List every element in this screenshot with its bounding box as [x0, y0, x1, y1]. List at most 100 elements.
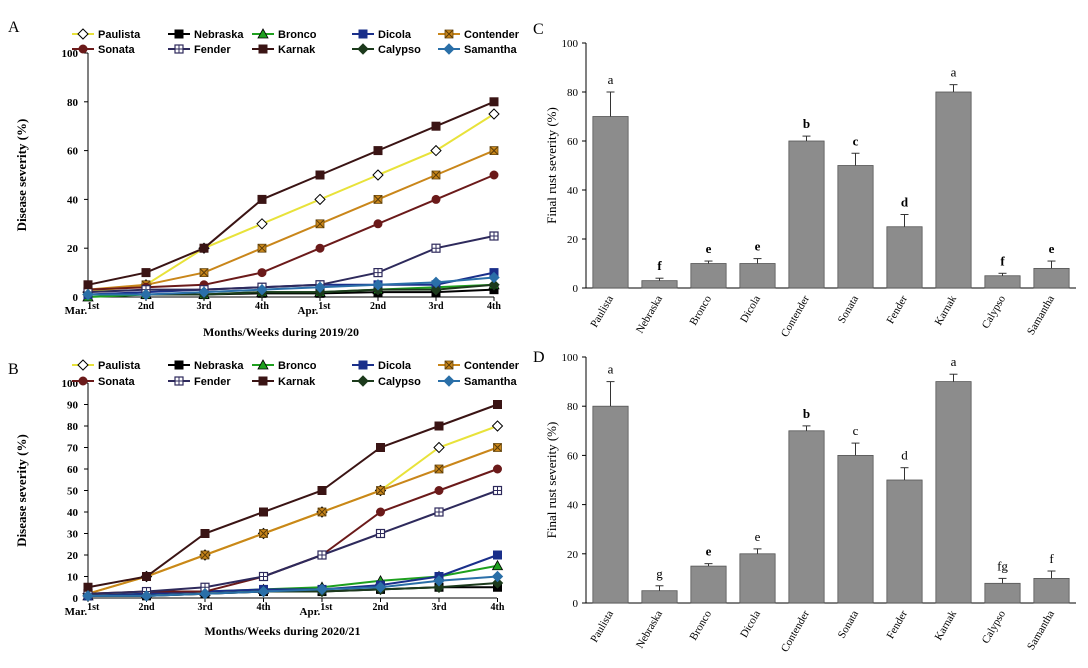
legend-item: Fender — [168, 44, 231, 56]
data-point — [491, 570, 504, 583]
y-axis-title: Final rust severity (%) — [544, 107, 559, 224]
category-label: Fender — [884, 293, 910, 326]
data-point-plus — [493, 486, 502, 495]
legend-marker-cross — [444, 360, 454, 370]
data-point-cross — [493, 443, 502, 452]
panel-letter: D — [533, 349, 545, 366]
x-tick-main: Apr. — [300, 606, 321, 618]
significance-letter: e — [1049, 241, 1055, 256]
bar — [886, 226, 923, 289]
data-point — [83, 582, 93, 592]
panel-C: C 0 20 40 60 80 100 Final rust severity (%) a Pau… — [533, 21, 1076, 339]
data-point — [259, 507, 268, 517]
significance-letter: a — [951, 65, 957, 80]
series-line — [87, 100, 495, 286]
bar — [935, 381, 972, 604]
bar — [984, 275, 1021, 289]
legend-label: Fender — [194, 44, 231, 56]
x-tick-label: Mar.1st — [65, 301, 100, 317]
category-label: Nebraska — [634, 608, 665, 650]
significance-letter: e — [706, 241, 712, 256]
data-point-plus — [432, 244, 440, 253]
legend: Paulista Nebraska Bronco Dicola Contender Son… — [72, 359, 520, 388]
legend-label: Contender — [464, 29, 520, 41]
legend-item: Nebraska — [168, 29, 244, 41]
x-tick-ordinal: 3rd — [432, 602, 447, 613]
data-point — [199, 587, 211, 600]
legend-label: Karnak — [278, 376, 316, 388]
panel-letter: C — [533, 21, 544, 38]
significance-letter: e — [755, 529, 761, 544]
category-label: Contender — [779, 293, 812, 339]
data-point — [373, 146, 383, 156]
data-point — [140, 590, 153, 602]
legend-marker — [174, 29, 184, 39]
category-label: Contender — [779, 608, 812, 654]
data-point — [140, 288, 152, 301]
x-tick-label: 3rd — [198, 602, 213, 613]
data-point — [434, 421, 444, 431]
x-tick-ordinal: 3rd — [429, 301, 444, 312]
x-tick-main: Mar. — [65, 305, 88, 317]
x-tick-label: 4th — [487, 301, 501, 312]
legend-marker — [357, 43, 369, 55]
legend-label: Paulista — [98, 29, 141, 41]
category-label: Sonata — [836, 608, 861, 640]
data-point-cross — [257, 243, 267, 253]
series-karnak — [83, 97, 499, 290]
significance-letter: f — [1000, 253, 1005, 268]
legend-marker — [443, 375, 455, 387]
data-point-cross — [376, 486, 385, 495]
significance-letter: a — [608, 362, 614, 377]
data-point-plus — [490, 232, 498, 240]
x-tick-label: Mar.1st — [65, 602, 100, 618]
data-point — [431, 194, 441, 204]
data-point — [200, 529, 210, 538]
bar-group: a Paulista — [588, 72, 629, 330]
data-point — [256, 218, 268, 230]
bar-group: e Bronco — [688, 241, 727, 328]
data-point-plus — [259, 572, 268, 581]
x-tick-ordinal: 1st — [87, 602, 100, 613]
series-samantha — [82, 570, 504, 602]
legend-item: Samantha — [438, 43, 517, 56]
legend-item: Calypso — [352, 375, 421, 388]
data-point — [257, 268, 267, 278]
x-tick-ordinal: 1st — [320, 602, 333, 613]
x-tick-label: 2nd — [138, 602, 155, 613]
significance-letter: c — [853, 423, 859, 438]
x-tick-label: 2nd — [138, 301, 155, 312]
category-label: Calypso — [980, 293, 1009, 331]
x-axis-title: Months/Weeks during 2020/21 — [204, 624, 360, 638]
data-point — [493, 400, 502, 409]
significance-letter: e — [755, 239, 761, 254]
y-tick-label: 20 — [567, 549, 579, 561]
y-tick-label: 80 — [567, 87, 579, 99]
bar — [690, 263, 727, 289]
significance-letter: a — [608, 72, 614, 87]
significance-letter: fg — [997, 558, 1008, 573]
legend-label: Sonata — [98, 44, 136, 56]
data-point — [433, 575, 445, 587]
bar — [788, 430, 825, 604]
x-tick-ordinal: 4th — [257, 602, 271, 613]
category-label: Dicola — [738, 608, 763, 639]
x-tick-ordinal: 2nd — [370, 301, 387, 312]
data-point — [434, 486, 444, 495]
bar-group: d Fender — [884, 195, 923, 326]
data-point-cross — [489, 146, 499, 155]
y-tick-label: 40 — [567, 500, 579, 512]
x-tick-ordinal: 4th — [491, 602, 505, 613]
y-tick-label: 50 — [67, 486, 79, 498]
y-tick-label: 100 — [62, 48, 79, 60]
legend-marker — [258, 44, 268, 54]
bar — [935, 91, 972, 289]
series-line — [88, 575, 498, 597]
series-line — [87, 489, 498, 595]
bar — [837, 165, 874, 289]
category-label: Bronco — [688, 293, 715, 327]
bar — [641, 280, 678, 289]
bar-group: b Contender — [779, 406, 825, 654]
data-point — [430, 283, 442, 296]
